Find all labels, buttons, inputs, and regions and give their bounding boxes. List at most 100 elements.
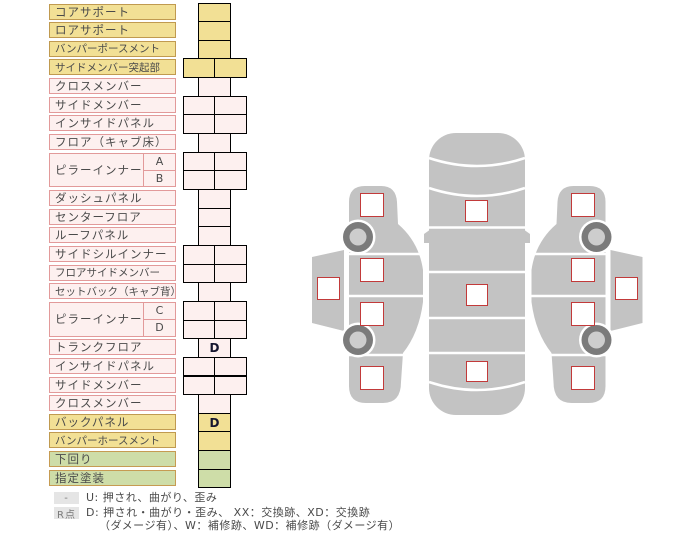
row-label: フロアサイドメンバー: [49, 264, 176, 281]
legend-text-r-line1: D: 押され・曲がり・歪み、 XX：交換跡、XD：交換跡: [86, 506, 371, 519]
grid-cell[interactable]: [183, 95, 215, 116]
checkbox-left-front-fender[interactable]: [360, 193, 384, 217]
grid-cell[interactable]: D: [198, 412, 231, 433]
grid-cell[interactable]: [183, 170, 215, 190]
row-label-text: ルーフパネル: [55, 228, 130, 243]
row-label: クロスメンバー: [49, 78, 176, 95]
row-label-text: ロアサポート: [55, 23, 130, 38]
grid-cell[interactable]: [183, 319, 215, 340]
grid-cell[interactable]: [214, 95, 247, 116]
row-label: センターフロア: [49, 208, 176, 225]
grid-cell[interactable]: [214, 356, 247, 377]
grid-cell[interactable]: [183, 114, 215, 135]
row-label-text: ダッシュパネル: [55, 191, 143, 205]
grid-cell[interactable]: [214, 319, 247, 340]
grid-cell[interactable]: [198, 282, 231, 302]
row-label: ピラーインナー A B: [49, 152, 176, 188]
row-label-text: センターフロア: [55, 209, 142, 224]
grid-cell[interactable]: [183, 58, 215, 79]
sub-label: A: [155, 155, 164, 169]
checkbox-left-rear-quarter[interactable]: [360, 366, 384, 390]
row-label: フロア（キャブ床）: [49, 134, 176, 151]
checkbox-top-roof[interactable]: [466, 284, 488, 306]
row-label-text: フロアサイドメンバー: [55, 267, 160, 280]
row-label: ロアサポート: [49, 22, 176, 39]
row-label: サイドメンバー: [49, 376, 176, 393]
row-label-text: サイドメンバー: [55, 97, 143, 112]
car-top-view: [424, 133, 530, 415]
grid-cell[interactable]: [183, 263, 215, 284]
row-label-text: サイドシルインナー: [55, 246, 168, 261]
grid-cell[interactable]: [198, 394, 231, 414]
row-label: トランクフロア: [49, 339, 176, 356]
row-label-text: インサイドパネル: [55, 116, 155, 131]
row-label: サイドシルインナー: [49, 245, 176, 262]
checkbox-top-hood[interactable]: [465, 200, 488, 222]
row-label: ダッシュパネル: [49, 190, 176, 206]
row-label: サイドメンバー: [49, 96, 176, 113]
row-label: ルーフパネル: [49, 227, 176, 244]
checkbox-right-sill[interactable]: [615, 277, 638, 300]
grid-cell[interactable]: [214, 300, 247, 321]
row-label-text: サイドメンバー突起部: [55, 61, 160, 74]
row-label: サイドメンバー突起部: [49, 59, 176, 76]
row-label-text: サイドメンバー: [55, 377, 143, 392]
checkbox-top-trunk[interactable]: [466, 361, 488, 382]
grid-cell[interactable]: [198, 39, 231, 60]
checkbox-right-rear-quarter[interactable]: [571, 366, 595, 390]
front-wheel-icon: [340, 219, 376, 255]
rear-wheel-icon: [340, 322, 376, 358]
grid-cell[interactable]: [214, 170, 247, 190]
row-label: 指定塗装: [49, 469, 176, 486]
grid-cell[interactable]: [214, 375, 247, 396]
row-label: インサイドパネル: [49, 115, 176, 132]
grid-cell[interactable]: [183, 300, 215, 321]
checkbox-right-rear-door[interactable]: [571, 302, 595, 326]
grid-cell[interactable]: [198, 450, 231, 470]
checkbox-left-sill[interactable]: [317, 277, 340, 300]
grid-cell[interactable]: [198, 2, 231, 23]
grid-cell[interactable]: [198, 226, 231, 246]
row-label-text: クロスメンバー: [55, 79, 143, 94]
grid-cell[interactable]: [198, 21, 231, 41]
grid-cell[interactable]: D: [198, 338, 231, 358]
checkbox-left-front-door[interactable]: [360, 258, 384, 282]
grid-cell[interactable]: [198, 207, 231, 228]
legend-text-r-line2: （ダメージ有）、W：補修跡、WD：補修跡（ダメージ有）: [99, 519, 401, 532]
row-label-text: 下回り: [55, 452, 93, 467]
row-label-text: セットバック（キャブ背）: [55, 285, 176, 298]
row-label-text: バンパーホースメント: [55, 434, 160, 447]
grid-cell[interactable]: [183, 375, 215, 396]
checkbox-right-front-door[interactable]: [571, 258, 595, 282]
car-diagram: [312, 133, 644, 415]
grid-cell[interactable]: [183, 151, 215, 172]
grid-cell[interactable]: [214, 244, 247, 265]
legend-key-r: R点: [54, 507, 79, 521]
row-label: バンパーポースメント: [49, 40, 176, 57]
grid-cell[interactable]: [214, 114, 247, 135]
row-label: バックパネル: [49, 413, 176, 430]
grid-cell[interactable]: [183, 244, 215, 265]
row-label-text: バックパネル: [55, 414, 130, 429]
grid-cell[interactable]: [183, 356, 215, 377]
row-label: ピラーインナー C D: [49, 301, 176, 337]
row-label-text: バンパーポースメント: [55, 43, 160, 56]
grid-cell[interactable]: [198, 189, 231, 209]
legend-key-u: -: [54, 492, 79, 504]
checkbox-right-front-fender[interactable]: [571, 193, 595, 217]
grid-cell[interactable]: [214, 263, 247, 284]
grid-cell[interactable]: [198, 468, 231, 489]
grid-cell[interactable]: [198, 77, 231, 97]
grid-cell[interactable]: [214, 151, 247, 172]
grid-cell[interactable]: [198, 431, 231, 452]
sub-label: D: [144, 318, 175, 336]
row-label: 下回り: [49, 451, 176, 468]
row-label-text: 指定塗装: [55, 470, 105, 485]
row-label: クロスメンバー: [49, 395, 176, 412]
row-label-text: インサイドパネル: [55, 358, 155, 373]
grid-cell[interactable]: [198, 133, 231, 153]
checkbox-left-rear-door[interactable]: [360, 302, 384, 326]
grid-cell[interactable]: [214, 58, 247, 79]
